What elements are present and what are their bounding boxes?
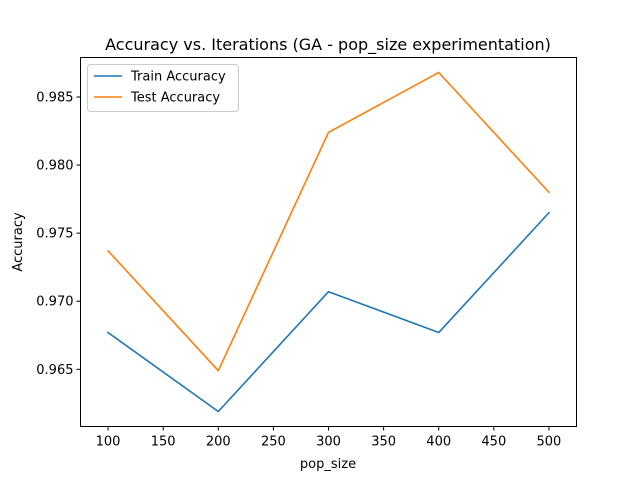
x-tick-label: 200 [206,435,231,450]
y-tick-label: 0.970 [36,295,73,310]
x-tick-label: 350 [371,435,396,450]
x-axis-ticks: 100 150 200 250 300 350 400 450 500 [96,426,562,450]
legend: Train Accuracy Test Accuracy [87,64,239,112]
series-layer [106,71,551,413]
x-tick-label: 300 [316,435,341,450]
y-tick-label: 0.985 [36,90,73,105]
legend-label-test: Test Accuracy [130,91,220,106]
series-line-test-accuracy [106,71,551,372]
series-line-train-accuracy [106,211,551,413]
x-tick-label: 450 [481,435,506,450]
y-axis-label: Accuracy [11,212,26,272]
x-axis-label: pop_size [300,457,356,472]
legend-box [87,64,239,112]
x-tick-label: 250 [261,435,286,450]
chart-title: Accuracy vs. Iterations (GA - pop_size e… [105,35,551,55]
y-tick-label: 0.980 [36,159,73,174]
x-tick-label: 100 [96,435,121,450]
x-tick-label: 400 [426,435,451,450]
x-tick-label: 500 [537,435,562,450]
legend-label-train: Train Accuracy [130,70,226,85]
y-tick-label: 0.965 [36,363,73,378]
x-tick-label: 150 [151,435,176,450]
y-axis-ticks: 0.965 0.970 0.975 0.980 0.985 [36,90,81,378]
y-tick-label: 0.975 [36,227,73,242]
